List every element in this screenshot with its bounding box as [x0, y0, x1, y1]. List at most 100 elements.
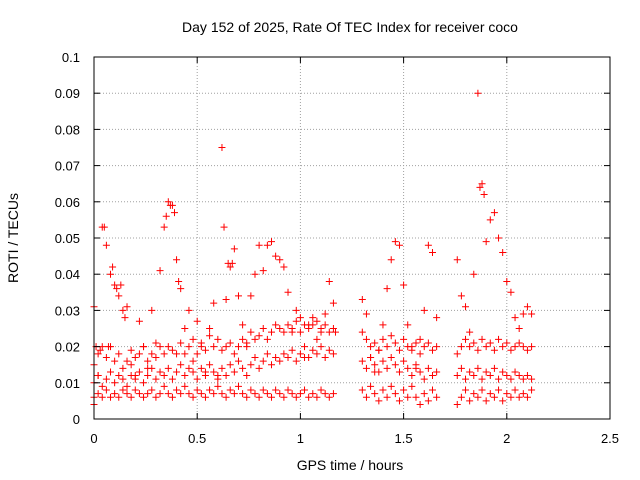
data-point — [226, 386, 234, 394]
data-point — [140, 343, 148, 351]
data-point — [424, 364, 432, 372]
data-point — [424, 241, 432, 249]
data-point — [519, 375, 527, 383]
data-point — [301, 343, 309, 351]
data-point — [474, 393, 482, 401]
data-point — [181, 350, 189, 358]
data-point — [94, 372, 102, 380]
data-point — [296, 390, 304, 398]
x-tick-label: 0.5 — [188, 431, 206, 446]
data-point — [375, 346, 383, 354]
y-tick-label: 0.1 — [62, 50, 80, 65]
data-point — [433, 393, 441, 401]
data-point — [239, 335, 247, 343]
data-point — [181, 372, 189, 380]
y-tick-label: 0.05 — [55, 231, 80, 246]
data-point — [499, 368, 507, 376]
data-point — [387, 382, 395, 390]
x-tick-labels: 0 0.5 1 1.5 2 2.5 — [90, 431, 619, 446]
data-point — [457, 292, 465, 300]
data-point — [490, 346, 498, 354]
data-point — [371, 361, 379, 369]
data-point — [263, 390, 271, 398]
data-point — [358, 357, 366, 365]
data-point — [474, 89, 482, 97]
data-point — [168, 346, 176, 354]
data-point — [387, 332, 395, 340]
data-point — [511, 386, 519, 394]
data-point — [515, 339, 523, 347]
data-point — [309, 314, 317, 322]
data-point — [239, 321, 247, 329]
data-point — [313, 393, 321, 401]
data-point — [428, 346, 436, 354]
data-point — [428, 248, 436, 256]
data-point — [111, 281, 119, 289]
data-point — [197, 339, 205, 347]
data-point — [288, 390, 296, 398]
data-point — [482, 397, 490, 405]
data-point — [515, 372, 523, 380]
data-point — [255, 364, 263, 372]
data-point — [466, 368, 474, 376]
data-point — [329, 390, 337, 398]
data-point — [173, 256, 181, 264]
data-point — [321, 310, 329, 318]
data-point — [470, 339, 478, 347]
data-point — [115, 292, 123, 300]
data-point — [420, 306, 428, 314]
data-point — [255, 332, 263, 340]
data-point — [185, 306, 193, 314]
data-point — [272, 252, 280, 260]
data-point — [424, 397, 432, 405]
data-point — [135, 368, 143, 376]
data-point — [193, 317, 201, 325]
data-point — [383, 285, 391, 293]
data-point — [247, 328, 255, 336]
data-point — [523, 346, 531, 354]
data-point — [404, 364, 412, 372]
y-tick-label: 0.03 — [55, 303, 80, 318]
data-point — [168, 393, 176, 401]
data-point — [466, 397, 474, 405]
data-point — [210, 390, 218, 398]
data-point — [201, 393, 209, 401]
data-point — [107, 393, 115, 401]
data-point — [288, 325, 296, 332]
data-point — [486, 339, 494, 347]
data-point — [486, 216, 494, 224]
data-point — [362, 393, 370, 401]
data-point — [453, 256, 461, 264]
data-point — [367, 382, 375, 390]
data-point — [189, 335, 197, 343]
data-point — [152, 339, 160, 347]
data-point — [482, 368, 490, 376]
data-point — [243, 393, 251, 401]
data-point — [243, 372, 251, 380]
data-point — [164, 343, 172, 351]
data-point — [478, 335, 486, 343]
data-point — [528, 343, 536, 351]
data-point — [115, 350, 123, 358]
data-point — [234, 357, 242, 365]
data-point — [462, 375, 470, 383]
data-point — [280, 263, 288, 271]
data-point — [433, 368, 441, 376]
data-point — [387, 353, 395, 361]
data-point — [387, 256, 395, 264]
data-point — [98, 393, 106, 401]
data-point — [325, 393, 333, 401]
data-point — [259, 357, 267, 365]
data-point — [507, 288, 515, 296]
data-point — [313, 350, 321, 358]
data-point — [470, 372, 478, 380]
data-point — [453, 401, 461, 409]
data-point — [177, 339, 185, 347]
data-point — [474, 364, 482, 372]
data-point — [127, 393, 135, 401]
data-point — [259, 386, 267, 394]
data-point — [503, 390, 511, 398]
data-point — [519, 390, 527, 398]
data-point — [121, 314, 129, 322]
data-point — [214, 375, 222, 383]
